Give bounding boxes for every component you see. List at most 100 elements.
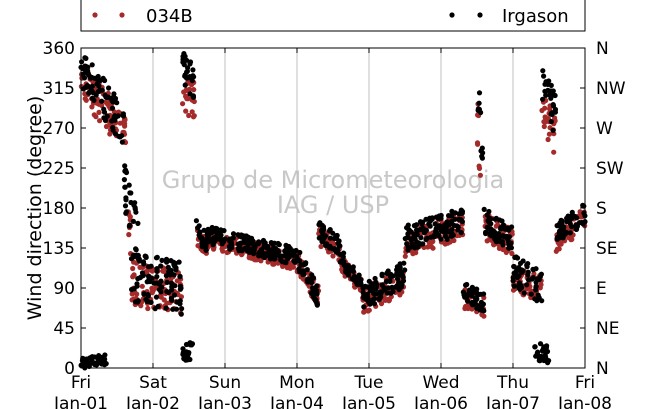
data-point-irgason bbox=[246, 234, 252, 240]
data-point-irgason bbox=[443, 224, 450, 230]
y-tick-label-right: NW bbox=[596, 79, 626, 99]
data-point-irgason bbox=[275, 249, 281, 255]
data-point-irgason bbox=[130, 218, 136, 224]
data-point-034b bbox=[484, 238, 490, 244]
data-point-034b bbox=[361, 309, 367, 315]
data-point-034b bbox=[543, 119, 549, 125]
data-point-irgason bbox=[90, 90, 96, 96]
data-point-irgason bbox=[534, 276, 541, 282]
data-point-irgason bbox=[263, 243, 269, 249]
data-point-irgason bbox=[510, 278, 516, 284]
data-point-034b bbox=[161, 297, 167, 303]
data-point-irgason bbox=[539, 298, 545, 304]
data-point-irgason bbox=[481, 206, 487, 212]
legend-marker-034b-2 bbox=[119, 12, 125, 18]
data-point-irgason bbox=[250, 238, 256, 244]
x-tick-label-date: Jan-02 bbox=[125, 394, 180, 409]
data-point-irgason bbox=[173, 306, 180, 312]
data-point-irgason bbox=[137, 275, 143, 281]
legend-marker-irgason bbox=[449, 12, 455, 18]
data-point-irgason bbox=[545, 87, 551, 93]
data-point-irgason bbox=[464, 294, 470, 300]
data-point-irgason bbox=[81, 75, 88, 81]
data-point-irgason bbox=[358, 281, 364, 287]
data-point-034b bbox=[270, 261, 276, 267]
data-point-irgason bbox=[398, 284, 405, 290]
data-point-irgason bbox=[371, 296, 377, 302]
data-point-irgason bbox=[534, 298, 540, 304]
data-point-034b bbox=[122, 121, 128, 127]
data-point-irgason bbox=[171, 292, 178, 298]
data-point-034b bbox=[545, 136, 551, 143]
data-point-irgason bbox=[567, 221, 573, 227]
y-axis-label: Wind direction (degree) bbox=[24, 96, 46, 321]
data-point-irgason bbox=[177, 274, 183, 280]
data-point-034b bbox=[220, 248, 226, 254]
data-point-034b bbox=[510, 287, 517, 293]
data-point-irgason bbox=[432, 221, 438, 227]
data-point-irgason bbox=[184, 57, 190, 63]
data-point-irgason bbox=[447, 220, 453, 227]
data-point-irgason bbox=[476, 90, 483, 96]
data-point-irgason bbox=[569, 215, 575, 221]
data-point-irgason bbox=[476, 106, 482, 112]
data-point-irgason bbox=[414, 239, 420, 245]
x-tick-label-day: Wed bbox=[422, 373, 459, 393]
data-point-irgason bbox=[144, 298, 150, 304]
data-point-irgason bbox=[478, 291, 484, 297]
data-point-irgason bbox=[487, 231, 493, 237]
data-point-034b bbox=[89, 104, 95, 110]
data-point-irgason bbox=[247, 248, 253, 254]
y-tick-label-right: NE bbox=[596, 319, 619, 339]
data-point-irgason bbox=[184, 75, 190, 81]
data-point-irgason bbox=[133, 246, 139, 252]
data-point-irgason bbox=[298, 262, 304, 268]
data-point-irgason bbox=[323, 241, 329, 247]
data-point-irgason bbox=[310, 275, 316, 281]
y-tick-label: 270 bbox=[43, 119, 75, 139]
data-point-034b bbox=[481, 295, 487, 301]
data-point-irgason bbox=[237, 241, 243, 247]
y-tick-label: 315 bbox=[43, 79, 75, 99]
data-point-irgason bbox=[187, 61, 193, 67]
data-point-irgason bbox=[122, 184, 128, 190]
x-tick-label-day: Fri bbox=[575, 373, 595, 393]
data-point-irgason bbox=[128, 190, 134, 196]
data-point-irgason bbox=[390, 289, 396, 295]
data-point-irgason bbox=[400, 278, 407, 284]
data-point-034b bbox=[96, 109, 102, 115]
data-point-034b bbox=[129, 291, 135, 297]
x-tick-label-date: Jan-06 bbox=[413, 394, 468, 409]
data-point-irgason bbox=[347, 266, 353, 273]
data-point-034b bbox=[180, 101, 186, 107]
data-point-034b bbox=[539, 107, 545, 114]
data-point-irgason bbox=[179, 306, 185, 312]
data-point-irgason bbox=[322, 233, 329, 239]
data-point-irgason bbox=[135, 220, 141, 226]
data-point-irgason bbox=[123, 167, 129, 173]
data-point-irgason bbox=[557, 220, 563, 226]
data-point-irgason bbox=[514, 274, 521, 281]
data-point-irgason bbox=[405, 247, 411, 253]
data-point-irgason bbox=[193, 218, 199, 224]
data-point-irgason bbox=[269, 252, 275, 258]
data-point-irgason bbox=[164, 288, 170, 295]
data-point-irgason bbox=[484, 212, 490, 218]
data-point-irgason bbox=[431, 234, 437, 240]
data-point-034b bbox=[186, 112, 192, 119]
data-point-034b bbox=[103, 123, 110, 130]
data-point-irgason bbox=[143, 253, 149, 260]
data-point-irgason bbox=[441, 229, 447, 235]
data-point-irgason bbox=[251, 247, 257, 253]
data-point-irgason bbox=[241, 238, 247, 244]
data-point-irgason bbox=[189, 78, 195, 84]
data-point-irgason bbox=[301, 268, 307, 274]
data-point-irgason bbox=[209, 224, 215, 231]
data-point-irgason bbox=[94, 355, 100, 361]
data-point-irgason bbox=[170, 259, 177, 265]
data-point-irgason bbox=[524, 282, 530, 288]
data-point-irgason bbox=[181, 62, 187, 68]
data-point-irgason bbox=[414, 232, 420, 238]
data-point-irgason bbox=[316, 235, 322, 241]
